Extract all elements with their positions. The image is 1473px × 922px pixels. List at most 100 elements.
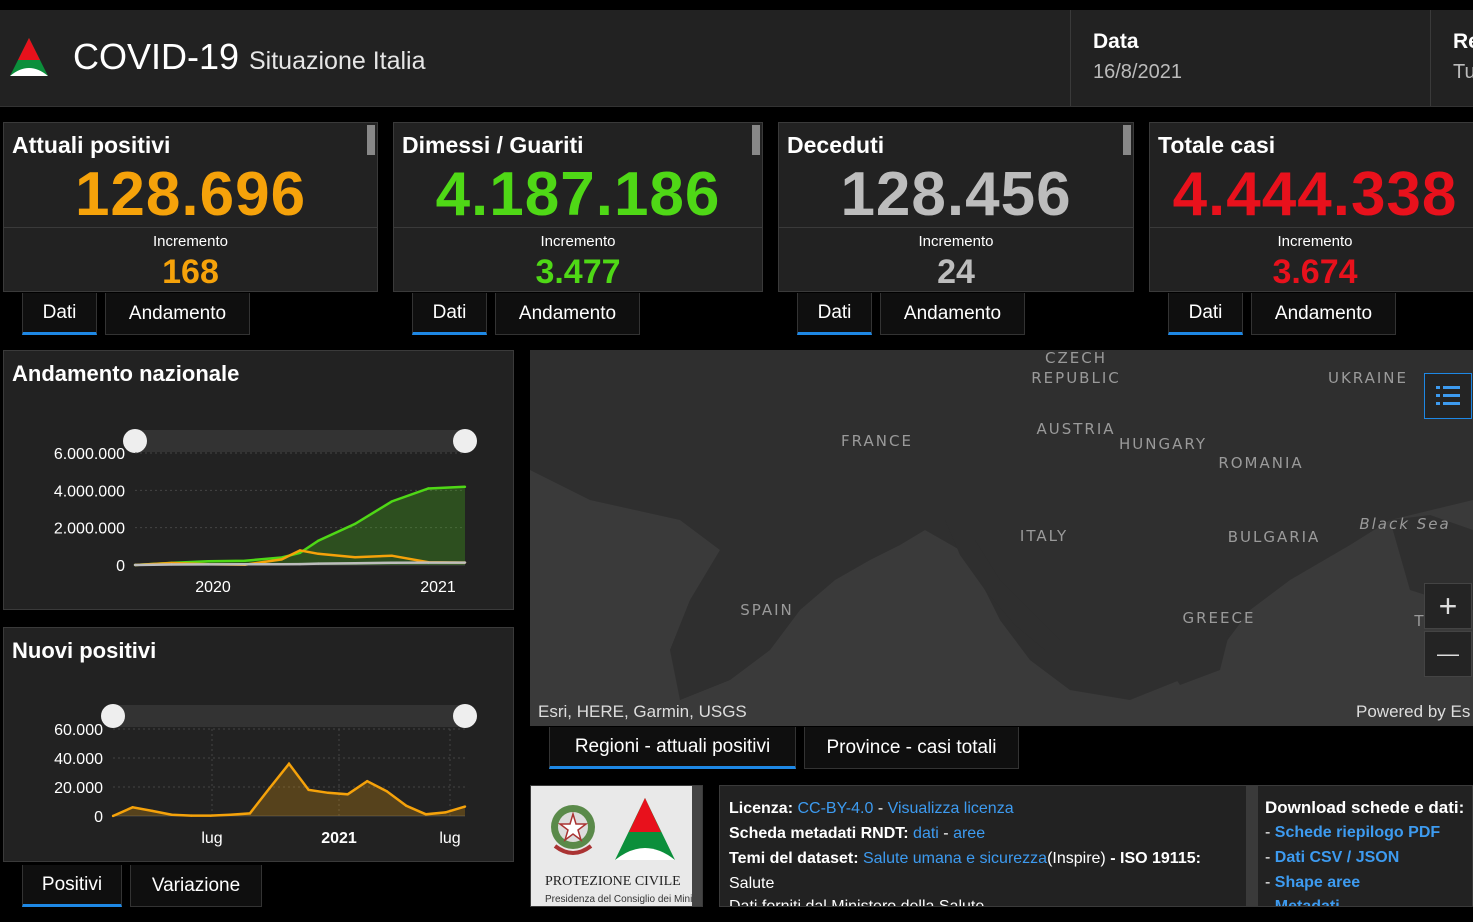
panel-title: Andamento nazionale — [12, 361, 240, 386]
card-increment-label: Incremento — [918, 233, 994, 250]
download-item[interactable]: - Shape aree — [1265, 874, 1361, 891]
tab-dati[interactable]: Dati — [22, 293, 97, 335]
range-slider-track[interactable] — [113, 705, 465, 727]
tab-dati[interactable]: Dati — [797, 293, 872, 335]
download-item[interactable]: - Dati CSV / JSON — [1265, 849, 1400, 866]
data-point — [298, 549, 302, 552]
map-attribution: Esri, HERE, Garmin, USGS — [538, 702, 747, 721]
inspire-text: (Inspire) — [1047, 850, 1106, 867]
data-point — [243, 559, 247, 562]
aree-link[interactable]: aree — [953, 825, 986, 842]
logo-text: PROTEZIONE CIVILE — [545, 874, 681, 889]
data-point — [390, 554, 393, 557]
data-point — [463, 805, 467, 808]
card-title: Dimessi / Guariti — [402, 132, 584, 158]
app-title: COVID-19 — [73, 36, 240, 77]
emblem-icon — [551, 805, 595, 855]
card-attuali-positivi: Attuali positivi 128.696 Incremento 168 — [3, 122, 378, 292]
nuovi-positivi-chart: 60.000 40.000 20.000 0 lug 2021 lug — [54, 704, 477, 847]
tab-andamento[interactable]: Andamento — [105, 293, 250, 335]
zoom-out-button[interactable]: — — [1424, 631, 1472, 677]
visualizza-licenza-link[interactable]: Visualizza licenza — [887, 800, 1014, 817]
andamento-chart: 6.000.000 4.000.000 2.000.000 0 2020 2021 — [54, 429, 477, 596]
data-point — [207, 563, 210, 566]
range-slider-track[interactable] — [135, 430, 465, 452]
x-tick-label: 2021 — [420, 579, 456, 596]
licenza-link[interactable]: CC-BY-4.0 — [797, 800, 874, 817]
download-item[interactable]: - Schede riepilogo PDF — [1265, 824, 1441, 841]
card-scrollbar[interactable] — [1123, 125, 1131, 155]
logo-panel: PROTEZIONE CIVILE Presidenza del Consigl… — [530, 785, 703, 907]
card-increment-value: 3.674 — [1272, 253, 1358, 291]
nuovi-positivi-panel: Nuovi positivi — [3, 627, 514, 862]
temi-line: Temi del dataset: Salute umana e sicurez… — [729, 850, 1201, 868]
data-point — [353, 562, 357, 565]
logo-subtext: Presidenza del Consiglio dei Ministri — [545, 894, 703, 905]
map-place-label: AUSTRIA — [1036, 420, 1115, 438]
range-slider-handle-left[interactable] — [101, 704, 125, 728]
map-place-label: UKRAINE — [1328, 369, 1408, 387]
data-point — [243, 563, 247, 566]
data-point — [405, 804, 408, 808]
tab-andamento[interactable]: Andamento — [880, 293, 1025, 335]
zoom-in-button[interactable]: + — [1424, 583, 1472, 629]
card-increment-value: 168 — [162, 253, 219, 291]
shape-aree-link[interactable]: Shape aree — [1274, 874, 1361, 891]
andamento-panel: Andamento nazionale — [3, 350, 514, 610]
y-tick-label: 0 — [94, 809, 103, 826]
map-place-label: HUNGARY — [1119, 435, 1207, 453]
map-view[interactable]: CZECH REPUBLIC UKRAINE AUSTRIA FRANCE HUNGARY… — [530, 350, 1473, 726]
date-label: Data — [1093, 30, 1139, 53]
info-scrollbar[interactable] — [1246, 786, 1256, 906]
tab-dati[interactable]: Dati — [1168, 293, 1243, 335]
temi-link[interactable]: Salute umana e sicurezza — [862, 850, 1048, 867]
map-powered-by[interactable]: Powered by Es — [1356, 702, 1471, 721]
tab-regioni[interactable]: Regioni - attuali positivi — [549, 727, 796, 769]
range-slider-handle-left[interactable] — [123, 429, 147, 453]
range-slider-handle-right[interactable] — [453, 704, 477, 728]
tab-province[interactable]: Province - casi totali — [804, 727, 1019, 769]
card-increment-value: 3.477 — [535, 253, 621, 291]
tab-variazione[interactable]: Variazione — [130, 865, 262, 907]
card-divider — [4, 227, 377, 228]
card-value: 4.187.186 — [435, 160, 721, 229]
temi-label: Temi del dataset: — [729, 850, 859, 867]
card-increment-label: Incremento — [1277, 233, 1353, 250]
data-point — [317, 552, 320, 555]
logo-scrollbar[interactable] — [692, 786, 702, 906]
data-point — [280, 563, 283, 566]
map-place-label: ROMANIA — [1218, 454, 1303, 472]
protezione-civile-icon — [615, 798, 675, 860]
data-point — [427, 561, 430, 564]
separator: - — [943, 825, 949, 842]
card-deceduti: Deceduti 128.456 Incremento 24 — [778, 122, 1134, 292]
download-item[interactable]: - Metadati — [1265, 898, 1340, 907]
card-scrollbar[interactable] — [752, 125, 760, 155]
tab-positivi[interactable]: Positivi — [22, 865, 122, 907]
data-point — [150, 809, 154, 813]
map-place-label: BULGARIA — [1228, 528, 1321, 546]
card-divider — [1150, 227, 1473, 228]
separator: - — [877, 800, 884, 817]
salute-text: Salute — [729, 875, 775, 892]
data-point — [463, 561, 467, 564]
y-tick-label: 4.000.000 — [54, 483, 125, 500]
range-slider-handle-right[interactable] — [453, 429, 477, 453]
layer-list-icon[interactable] — [1424, 373, 1472, 419]
data-point — [190, 814, 193, 817]
data-point — [326, 791, 330, 794]
series-area — [113, 763, 465, 816]
tab-dati[interactable]: Dati — [412, 293, 487, 335]
map-place-label: SPAIN — [740, 601, 794, 619]
card-scrollbar[interactable] — [367, 125, 375, 155]
dati-link[interactable]: dati — [913, 825, 939, 842]
licenza-line: Licenza: CC-BY-4.0 - Visualizza licenza — [729, 800, 1014, 818]
schede-pdf-link[interactable]: Schede riepilogo PDF — [1274, 824, 1441, 841]
series-area — [135, 486, 465, 565]
dati-csv-link[interactable]: Dati CSV / JSON — [1274, 849, 1400, 866]
tab-andamento[interactable]: Andamento — [1251, 293, 1396, 335]
metadati-link[interactable]: Metadati — [1274, 898, 1340, 907]
map-place-label: Black Sea — [1359, 515, 1450, 533]
card-totale-casi: Totale casi 4.444.338 Incremento 3.674 — [1149, 122, 1473, 292]
tab-andamento[interactable]: Andamento — [495, 293, 640, 335]
